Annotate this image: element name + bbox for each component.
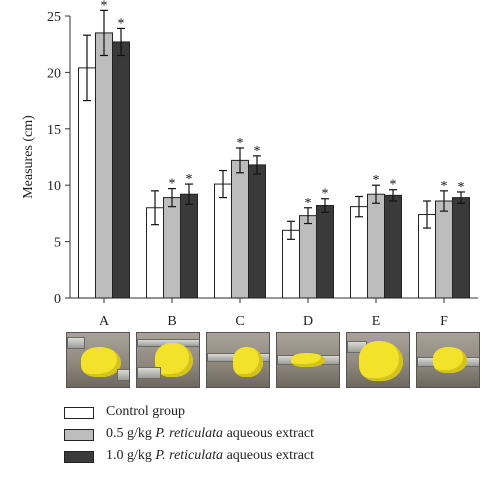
significance-marker: *	[101, 0, 108, 13]
y-tick-label: 15	[47, 123, 61, 138]
y-tick-label: 20	[47, 66, 61, 81]
bar	[384, 194, 402, 299]
bar	[435, 200, 453, 299]
legend-swatch-low-dose	[64, 429, 94, 441]
legend-item-control: Control group	[64, 404, 484, 426]
y-tick-label: 25	[47, 10, 61, 25]
significance-marker: *	[305, 196, 312, 211]
y-axis-label: Measures (cm)	[21, 115, 36, 199]
legend-swatch-high-dose	[64, 451, 94, 463]
photo-specimen-b	[136, 332, 200, 388]
x-tick-label: E	[372, 314, 381, 329]
legend-item-high-dose: 1.0 g/kg P. reticulata aqueous extract	[64, 448, 484, 470]
bar	[163, 197, 181, 299]
significance-marker: *	[322, 187, 329, 202]
chart-legend: Control group 0.5 g/kg P. reticulata aqu…	[64, 404, 484, 470]
x-tick-label: C	[235, 314, 244, 329]
y-tick-label: 0	[54, 292, 61, 307]
photo-specimen-d	[276, 332, 340, 388]
legend-item-low-dose: 0.5 g/kg P. reticulata aqueous extract	[64, 426, 484, 448]
bar	[316, 205, 334, 299]
bar	[452, 197, 470, 299]
photo-specimen-f	[416, 332, 480, 388]
legend-swatch-control	[64, 407, 94, 419]
legend-label-low-dose: 0.5 g/kg P. reticulata aqueous extract	[106, 426, 315, 441]
significance-marker: *	[118, 16, 125, 31]
bar	[78, 67, 96, 299]
bar	[231, 159, 249, 299]
significance-marker: *	[458, 180, 465, 195]
significance-marker: *	[254, 144, 261, 159]
x-tick-label: F	[440, 314, 448, 329]
legend-label-control: Control group	[106, 404, 185, 419]
x-tick-label: D	[303, 314, 313, 329]
photo-specimen-c	[206, 332, 270, 388]
bar	[95, 32, 113, 299]
bar	[299, 215, 317, 299]
y-tick-label: 5	[54, 236, 61, 251]
bar	[248, 164, 266, 299]
bar-chart: 0 5 10 15 20 25 Measures (cm) A * * B * * C * * D * * E * * F *…	[21, 0, 478, 329]
y-tick-label: 10	[47, 179, 61, 194]
bar	[214, 183, 232, 299]
significance-marker: *	[373, 173, 380, 188]
bar	[112, 41, 130, 299]
bar	[367, 193, 385, 299]
significance-marker: *	[186, 172, 193, 187]
significance-marker: *	[237, 136, 244, 151]
x-tick-label: A	[99, 314, 110, 329]
bar	[180, 193, 198, 299]
significance-marker: *	[169, 177, 176, 192]
significance-marker: *	[390, 178, 397, 193]
bar	[282, 229, 300, 299]
photo-specimen-a	[66, 332, 130, 388]
x-tick-label: B	[167, 314, 176, 329]
specimen-photo-row	[64, 332, 484, 390]
photo-specimen-e	[346, 332, 410, 388]
bar	[350, 206, 368, 299]
significance-marker: *	[441, 179, 448, 194]
legend-label-high-dose: 1.0 g/kg P. reticulata aqueous extract	[106, 448, 315, 463]
